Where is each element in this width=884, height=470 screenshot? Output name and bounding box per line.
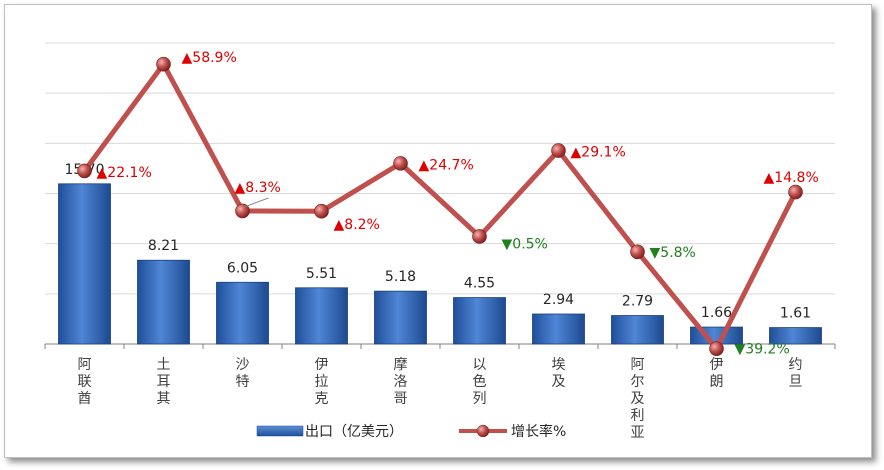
- legend-line-label: 增长率%: [511, 423, 566, 440]
- growth-label: ▼0.5%: [502, 236, 548, 252]
- bar: [295, 287, 348, 345]
- bar-value-label: 5.18: [385, 269, 416, 285]
- category-label: 伊拉克: [315, 357, 329, 407]
- bar: [216, 281, 269, 345]
- growth-point: [472, 229, 487, 244]
- growth-point: [393, 156, 408, 171]
- chart-frame: 15.708.216.055.515.184.552.942.791.661.6…: [4, 4, 872, 458]
- bar-value-label: 1.61: [780, 306, 811, 322]
- category-label: 摩洛哥: [394, 356, 408, 407]
- growth-point: [709, 341, 724, 356]
- growth-label: ▼5.8%: [650, 245, 696, 261]
- bar: [453, 297, 506, 345]
- bar-value-label: 1.66: [701, 305, 732, 321]
- label-leader: [244, 197, 269, 208]
- growth-label: ▲8.2%: [334, 217, 380, 233]
- category-label: 以色列: [473, 357, 487, 407]
- bar-value-label: 6.05: [227, 260, 258, 276]
- growth-point: [235, 203, 250, 219]
- growth-point: [314, 203, 329, 219]
- growth-line-series: [77, 56, 803, 356]
- growth-label: ▲24.7%: [419, 157, 474, 173]
- bar-value-label: 5.51: [306, 266, 337, 282]
- growth-point: [788, 184, 803, 200]
- growth-line: [82, 61, 798, 352]
- category-label: 阿尔及利亚: [631, 357, 645, 441]
- category-label: 埃及: [552, 357, 566, 390]
- growth-label: ▲8.3%: [235, 180, 281, 196]
- growth-label: ▲22.1%: [97, 165, 152, 181]
- legend: 出口（亿美元） 增长率%: [256, 423, 566, 440]
- growth-label: ▲14.8%: [764, 170, 819, 186]
- bar-value-label: 8.21: [148, 238, 179, 254]
- growth-point: [630, 244, 645, 260]
- growth-label: ▲29.1%: [571, 145, 626, 161]
- category-label: 约旦: [789, 357, 803, 390]
- chart-canvas: 15.708.216.055.515.184.552.942.791.661.6…: [44, 42, 836, 441]
- growth-label: ▼39.2%: [735, 342, 790, 358]
- bar: [137, 259, 190, 345]
- growth-point: [77, 163, 92, 179]
- growth-point: [551, 143, 566, 158]
- bar: [58, 183, 111, 345]
- legend-bar-label: 出口（亿美元）: [305, 424, 403, 440]
- bar-series: [58, 183, 822, 345]
- category-label: 伊朗: [710, 357, 724, 390]
- category-label: 土耳其: [157, 357, 171, 407]
- legend-bar-swatch: [256, 425, 304, 437]
- bar: [611, 315, 664, 345]
- bar-value-label: 4.55: [464, 276, 495, 292]
- bar-value-label: 2.79: [622, 294, 653, 310]
- growth-labels: ▲22.1% ▲58.9% ▲8.3% ▲8.2% ▲24.7% ▼0.5% ▲29.1% ▼…: [97, 50, 819, 357]
- growth-point: [156, 56, 171, 72]
- legend-line-marker: [476, 424, 490, 438]
- growth-label: ▲58.9%: [182, 50, 237, 66]
- bar: [374, 290, 427, 345]
- bar: [532, 313, 585, 345]
- category-label: 阿联酋: [78, 357, 92, 407]
- category-axis-labels: 阿联酋 土耳其 沙特 伊拉克 摩洛哥 以色列 埃及 阿尔及利亚 伊朗 约旦: [78, 356, 803, 441]
- bar-value-label: 2.94: [543, 292, 574, 308]
- category-label: 沙特: [236, 357, 250, 390]
- bar: [769, 327, 822, 345]
